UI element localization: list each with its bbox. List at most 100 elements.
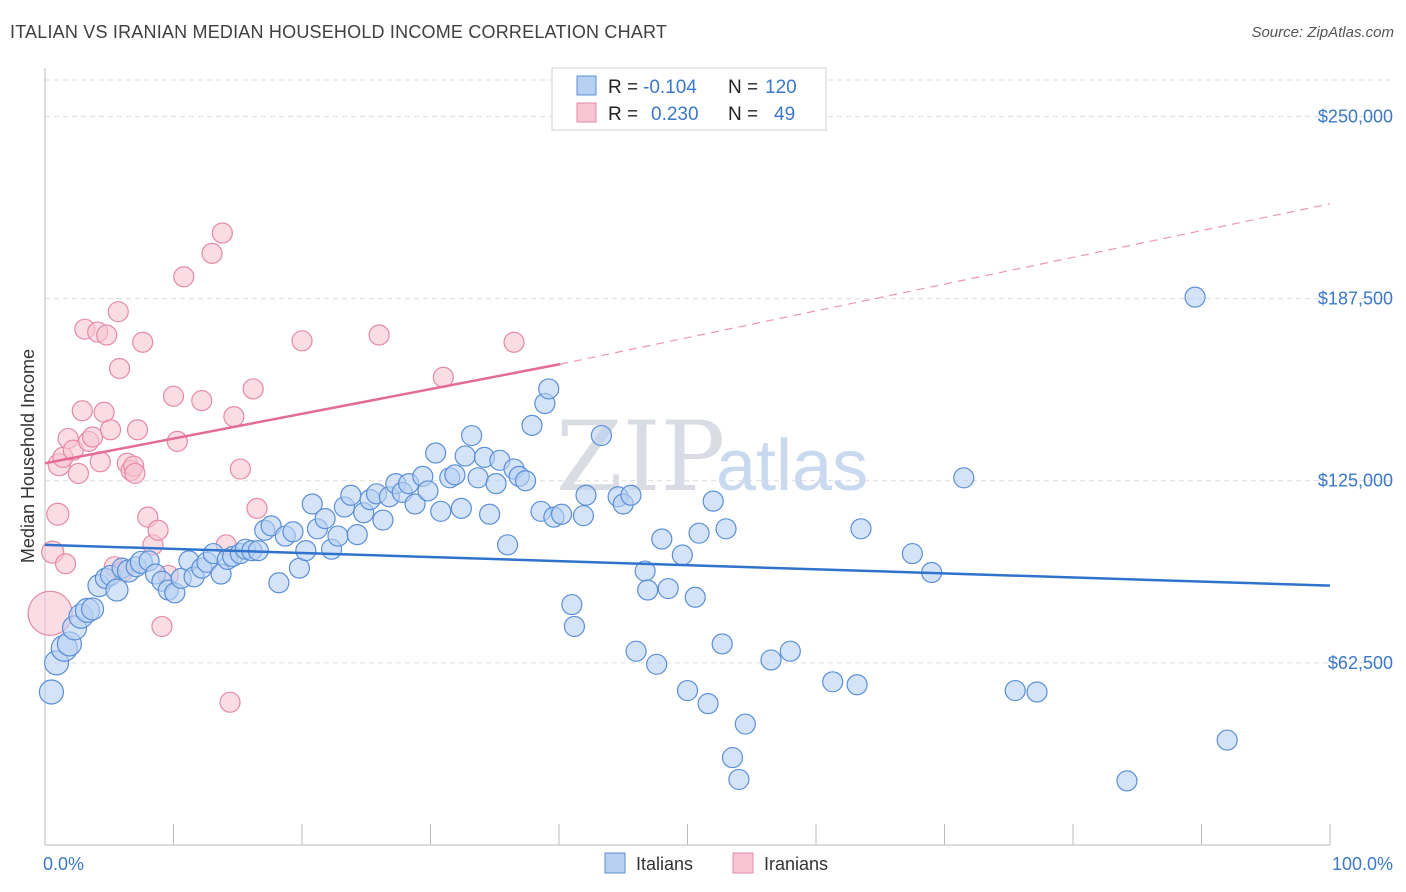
y-tick-label-1: $125,000 (1318, 471, 1393, 491)
italians-point-90 (625, 640, 647, 662)
italians-point-11 (105, 578, 129, 602)
italians-point-47 (340, 484, 362, 506)
y-tick-label-2: $187,500 (1318, 289, 1393, 309)
watermark-atlas: atlas (716, 426, 868, 506)
iranians-swatch (576, 102, 597, 123)
italians-point-59 (417, 480, 439, 502)
italians-point-0 (38, 679, 65, 705)
italians-point-92 (637, 579, 659, 601)
italians-point-60 (425, 442, 447, 464)
x-tick-label-max: 100.0% (1332, 854, 1393, 874)
axes (44, 68, 1331, 846)
italians-point-117 (1116, 770, 1138, 792)
iranians-point-40 (219, 691, 241, 713)
italians-point-64 (450, 497, 472, 519)
italians-point-109 (822, 671, 844, 693)
y-tick-labels: $62,500 $125,000 $187,500 $250,000 (1318, 106, 1393, 672)
italians-point-67 (467, 467, 489, 489)
stats-legend: R = -0.104 N = 120 R = 0.230 N = 49 (551, 67, 827, 131)
iranians-point-19 (107, 301, 129, 323)
italians-point-41 (301, 493, 323, 515)
italians-point-105 (728, 768, 750, 791)
series-legend: Italians Iranians (604, 852, 828, 874)
italians-point-103 (715, 518, 737, 540)
iranians-point-8 (67, 462, 90, 485)
italians-point-116 (1026, 681, 1048, 703)
iranians-point-37 (201, 242, 223, 264)
italians-point-66 (461, 424, 483, 447)
italians-point-97 (676, 679, 699, 702)
gridlines (45, 79, 1395, 664)
italians-point-36 (268, 572, 290, 594)
italians-point-45 (327, 525, 349, 547)
italians-point-114 (953, 467, 975, 489)
italians-point-43 (314, 507, 336, 530)
iranians-point-12 (81, 426, 104, 448)
italians-point-106 (734, 713, 756, 735)
source-credit: Source: ZipAtlas.com (1251, 24, 1394, 41)
italians-point-81 (550, 503, 573, 525)
iranians-point-2 (46, 502, 70, 526)
iranians-point-25 (124, 462, 146, 485)
iranians-point-38 (211, 222, 233, 244)
italians-point-111 (850, 518, 872, 540)
iranians-trend-extension (560, 203, 1331, 365)
italians-point-99 (688, 522, 710, 544)
iranians-point-42 (229, 458, 251, 480)
iranians-point-17 (99, 419, 122, 441)
italians-point-75 (514, 470, 537, 492)
italians-point-52 (372, 509, 394, 531)
italians-point-119 (1216, 729, 1238, 751)
italians-point-93 (646, 653, 668, 675)
italians-point-84 (572, 505, 595, 527)
italians-point-115 (1004, 679, 1026, 702)
italians-point-101 (702, 490, 724, 512)
iranians-point-33 (162, 385, 185, 407)
trend-lines (44, 203, 1331, 587)
iranians-point-43 (242, 378, 264, 400)
italians-point-102 (711, 633, 733, 655)
iranians-point-9 (71, 400, 93, 422)
italians-point-72 (497, 534, 519, 556)
iranians-point-5 (54, 553, 77, 575)
italians-point-96 (671, 544, 693, 566)
italians-point-100 (697, 693, 719, 715)
iranians-n-value: 49 (774, 104, 795, 125)
italians-point-82 (561, 593, 583, 616)
italians-point-89 (620, 484, 642, 506)
legend-italians-label: Italians (636, 854, 693, 874)
iranians-point-26 (126, 419, 149, 441)
iranians-point-48 (503, 331, 525, 353)
italians-point-107 (760, 649, 782, 671)
italians-point-86 (590, 424, 613, 447)
stats-legend-frame (551, 67, 827, 131)
chart-title: ITALIAN VS IRANIAN MEDIAN HOUSEHOLD INCO… (10, 22, 668, 42)
iranians-point-35 (173, 266, 195, 288)
italians-point-7 (80, 597, 105, 621)
y-tick-label-3: $250,000 (1318, 106, 1393, 126)
iranians-point-44 (246, 497, 268, 519)
italians-point-108 (779, 640, 801, 662)
x-tick-labels: 0.0% 100.0% (43, 854, 1393, 874)
iranians-trend-line (44, 362, 561, 465)
italians-point-63 (444, 464, 466, 486)
italians-point-95 (657, 577, 679, 600)
iranians-point-20 (108, 357, 131, 380)
italians-point-65 (454, 445, 476, 467)
italians-point-69 (479, 503, 501, 525)
iranians-point-30 (147, 519, 169, 541)
iranians-point-16 (96, 324, 118, 346)
italians-point-79 (538, 378, 560, 400)
legend-iranians-label: Iranians (764, 854, 828, 874)
iranians-point-46 (368, 324, 390, 346)
italians-point-118 (1184, 286, 1206, 308)
x-tick-label-min: 0.0% (43, 854, 84, 874)
italians-point-104 (721, 746, 744, 769)
iranians-point-34 (166, 430, 188, 452)
iranians-point-45 (291, 330, 313, 352)
italians-point-110 (846, 674, 868, 696)
italians-point-57 (404, 493, 426, 515)
italians-point-85 (575, 484, 597, 506)
italians-n-label: N = (728, 77, 758, 98)
italians-points (38, 286, 1238, 792)
